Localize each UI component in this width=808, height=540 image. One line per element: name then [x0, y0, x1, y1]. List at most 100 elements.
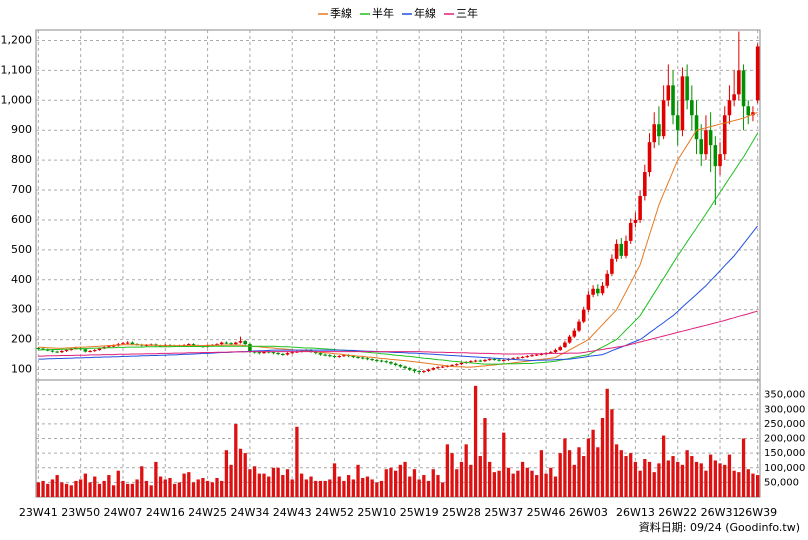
volume-bar	[187, 472, 191, 497]
volume-bar	[304, 479, 308, 497]
volume-bar	[694, 461, 699, 497]
volume-tick-label: 350,000	[764, 390, 805, 401]
volume-bar	[483, 418, 487, 497]
volume-bar	[553, 476, 558, 497]
candle-body	[704, 130, 708, 155]
volume-bar	[469, 464, 473, 497]
candle-body	[600, 285, 605, 294]
volume-bar	[361, 477, 365, 497]
candle-body	[238, 341, 243, 343]
volume-bar	[309, 476, 313, 497]
volume-bar	[426, 480, 431, 497]
candle-body	[652, 124, 657, 143]
candle-body	[511, 358, 515, 360]
volume-bar	[577, 447, 581, 497]
candle-body	[130, 342, 135, 345]
volume-bar	[262, 473, 266, 497]
legend-label: 半年	[372, 6, 394, 20]
candle-body	[525, 356, 530, 358]
volume-bar	[79, 479, 83, 497]
volume-bar	[88, 482, 92, 497]
volume-bar	[756, 475, 760, 497]
ma-line	[38, 132, 759, 365]
volume-bar	[671, 456, 675, 497]
volume-bar	[539, 450, 544, 497]
ma-line	[38, 111, 758, 368]
volume-bar	[690, 456, 694, 497]
candle-body	[262, 351, 266, 354]
volume-bar	[629, 453, 633, 497]
candle-body	[501, 359, 506, 361]
candle-body	[473, 360, 478, 362]
candle-body	[605, 273, 609, 286]
candle-body	[708, 130, 713, 146]
candle-body	[643, 172, 647, 197]
x-tick-label: 24W07	[104, 506, 143, 519]
x-tick-label: 23W41	[19, 506, 58, 519]
volume-bar	[441, 482, 445, 497]
volume-bar	[704, 470, 708, 497]
volume-tick-label: 150,000	[764, 448, 805, 459]
volume-bar	[412, 469, 417, 497]
volume-bar	[328, 479, 332, 497]
volume-bar	[431, 469, 435, 497]
x-tick-label: 26W22	[658, 506, 697, 519]
y-tick-label: 900	[11, 123, 32, 136]
volume-bar	[323, 480, 327, 497]
volume-bar	[168, 477, 172, 497]
volume-bar	[633, 461, 638, 497]
candle-body	[497, 359, 501, 361]
candle-body	[657, 124, 661, 137]
y-tick-label: 200	[11, 333, 32, 346]
candle-body	[666, 85, 671, 101]
candle-body	[732, 94, 736, 101]
volume-bar	[459, 461, 464, 497]
candle-body	[718, 154, 722, 167]
volume-tick-label: 200,000	[764, 434, 805, 445]
candle-body	[549, 352, 553, 354]
candle-body	[389, 362, 393, 364]
x-tick-label: 25W10	[357, 506, 396, 519]
volume-bar	[492, 472, 497, 497]
volume-bar	[83, 473, 88, 497]
x-tick-label: 26W03	[569, 506, 608, 519]
volume-bar	[535, 475, 539, 497]
candle-body	[243, 341, 247, 345]
volume-bar	[488, 461, 492, 497]
volume-bar	[708, 454, 713, 497]
candle-body	[610, 258, 614, 274]
candle-body	[661, 100, 666, 137]
volume-bar	[177, 482, 182, 497]
candle-body	[553, 350, 558, 353]
volume-bar	[445, 444, 450, 497]
candle-body	[483, 359, 487, 362]
volume-bar	[267, 476, 271, 497]
volume-bar	[619, 450, 623, 497]
candle-body	[426, 369, 431, 372]
volume-bar	[558, 453, 562, 497]
volume-bar	[643, 458, 647, 497]
volume-bar	[384, 469, 388, 497]
x-tick-label: 25W28	[442, 506, 481, 519]
volume-bar	[713, 460, 717, 497]
y-tick-label: 400	[11, 273, 32, 286]
candle-body	[248, 344, 252, 352]
volume-bar	[55, 475, 59, 497]
volume-bar	[506, 467, 511, 497]
candle-body	[370, 359, 374, 361]
candle-body	[328, 355, 332, 357]
legend-label: 季線	[330, 6, 352, 20]
volume-bar	[121, 480, 125, 497]
candle-body	[591, 288, 595, 295]
candle-body	[727, 100, 732, 116]
volume-tick-label: 250,000	[764, 419, 805, 430]
y-tick-label: 1,000	[1, 93, 33, 106]
ma-line	[38, 310, 758, 357]
candle-body	[520, 356, 525, 358]
candle-body	[436, 367, 440, 369]
volume-bar	[652, 472, 656, 497]
y-tick-label: 100	[11, 363, 32, 376]
volume-bar	[248, 469, 252, 497]
volume-bar	[144, 480, 149, 497]
volume-bar	[318, 480, 323, 497]
